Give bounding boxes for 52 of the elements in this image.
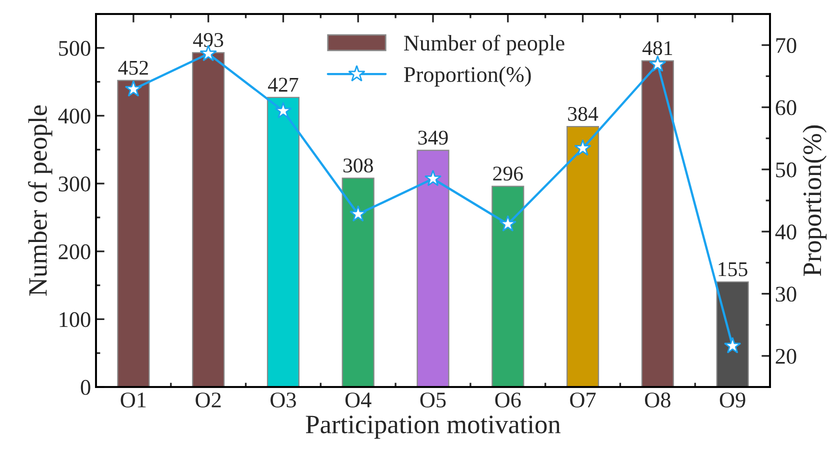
legend-label: Proportion(%) <box>404 66 531 87</box>
bar <box>416 150 450 387</box>
bar <box>566 126 600 387</box>
y-tick-label: 0 <box>80 380 90 395</box>
x-tick-label: O8 <box>645 392 670 408</box>
data-label: 427 <box>268 78 298 92</box>
y-tick-label: 400 <box>58 108 90 124</box>
bar <box>641 60 674 387</box>
y2-tick-label: 70 <box>776 38 796 54</box>
point <box>574 139 592 156</box>
point <box>724 336 742 354</box>
x-axis-title: Participation motivation <box>306 416 560 439</box>
y2-tick-label: 60 <box>776 100 796 116</box>
bar <box>716 281 749 387</box>
bar <box>192 52 225 387</box>
y2-tick-label: 40 <box>775 224 796 240</box>
bar <box>492 186 524 387</box>
y2-tick-label: 20 <box>776 348 796 364</box>
x-tick-label: O3 <box>270 392 296 408</box>
legend-label: Number of people <box>404 34 564 56</box>
data-label: 308 <box>343 158 373 172</box>
y-tick-label: 200 <box>58 244 90 260</box>
x-tick-label: O5 <box>420 392 446 408</box>
bar <box>266 96 300 387</box>
data-label: 296 <box>493 166 523 181</box>
x-tick-label: O9 <box>720 392 746 408</box>
y-tick-label: 500 <box>59 40 90 56</box>
data-label: 493 <box>193 33 224 48</box>
y2-axis-title: Proportion(%) <box>802 125 827 276</box>
x-tick-label: O7 <box>570 392 596 408</box>
data-label: 349 <box>418 130 448 145</box>
x-tick-label: O6 <box>495 392 521 408</box>
point <box>424 170 442 186</box>
bar <box>117 80 150 387</box>
data-label: 384 <box>568 106 598 121</box>
point <box>349 205 367 222</box>
data-label: 155 <box>718 262 748 276</box>
y-tick-label: 300 <box>58 176 90 192</box>
point <box>274 102 292 118</box>
point <box>124 80 142 97</box>
y-tick-label: 100 <box>60 312 90 328</box>
y-axis-title: Number of people <box>28 105 52 296</box>
x-tick-label: O4 <box>345 392 372 408</box>
x-tick-label: O1 <box>120 392 146 408</box>
y2-tick-label: 30 <box>776 286 796 302</box>
point <box>499 215 517 232</box>
data-label: 481 <box>642 41 672 56</box>
bar <box>342 178 374 387</box>
point <box>649 55 666 72</box>
x-tick-label: O2 <box>196 392 221 408</box>
y2-tick-label: 50 <box>776 162 796 178</box>
data-label: 452 <box>118 60 148 75</box>
